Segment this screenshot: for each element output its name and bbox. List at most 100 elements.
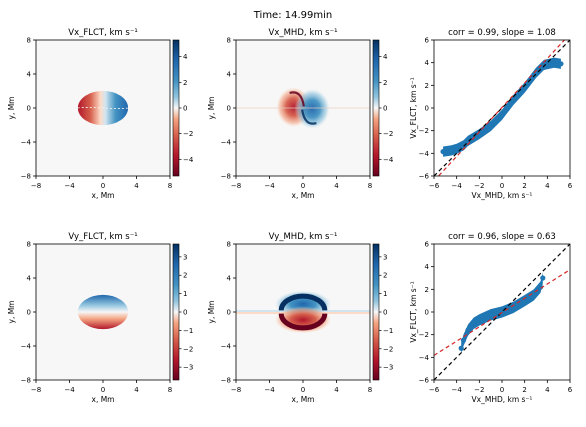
- x-tick-label: 8: [368, 182, 372, 190]
- x-tick-label: −4: [264, 386, 275, 394]
- colorbar: [172, 243, 180, 381]
- x-tick-label: −2: [474, 182, 484, 190]
- colorbar-tick-label: 3: [183, 253, 187, 261]
- colorbar-tick-label: 0: [183, 105, 187, 113]
- colorbar: [372, 39, 380, 177]
- scatter-point: [476, 317, 482, 323]
- colorbar-tick-label: 4: [183, 53, 188, 61]
- y-tick-label: −8: [21, 377, 31, 385]
- x-axis-label: Vx_MHD, km s⁻¹: [472, 395, 533, 404]
- x-tick-label: 6: [568, 182, 573, 190]
- colorbar: [372, 243, 380, 381]
- vx-mhd-blue-lobe: [294, 88, 330, 129]
- x-tick-label: −4: [64, 182, 75, 190]
- x-axis-label: x, Mm: [92, 395, 115, 404]
- x-axis-label: x, Mm: [92, 191, 115, 200]
- panel-vy-flct: −8 −4 0 4 8 −8 −4 0 4 8 Vy_FLCT, km s⁻¹ x, Mm y, Mm 3…: [7, 232, 193, 404]
- scatter-point: [471, 320, 477, 326]
- x-tick-label: 8: [368, 386, 372, 394]
- x-tick-label: 2: [522, 182, 526, 190]
- vx-flct-seam: [77, 107, 129, 109]
- scatter-point: [448, 147, 454, 154]
- chart-title: corr = 0.96, slope = 0.63: [448, 232, 556, 242]
- scatter-point: [558, 61, 564, 67]
- colorbar-tick-label: 2: [183, 79, 187, 87]
- y-tick-label: 0: [227, 309, 231, 317]
- panel-vx-mhd: −8 −4 0 4 8 −8 −4 0 4 8 Vx_MHD, km s⁻¹ x, Mm y, Mm 4 2…: [207, 28, 394, 200]
- x-axis-label: Vx_MHD, km s⁻¹: [472, 191, 533, 200]
- colorbar-tick-label: 2: [183, 272, 187, 280]
- colorbar-tick-label: 3: [383, 253, 387, 261]
- x-tick-label: 4: [134, 182, 139, 190]
- y-tick-label: 4: [425, 59, 430, 67]
- y-axis-label: y, Mm: [207, 97, 216, 120]
- colorbar-tick-label: 2: [383, 272, 387, 280]
- chart-title: Vx_FLCT, km s⁻¹: [68, 28, 137, 38]
- x-tick-label: 4: [334, 386, 339, 394]
- colorbar-tick-label: 2: [383, 79, 387, 87]
- colorbar-tick-label: −4: [383, 156, 394, 164]
- scatter-point: [551, 60, 557, 66]
- y-tick-label: −6: [419, 377, 430, 385]
- plot-content: [77, 90, 129, 126]
- scatter-point: [510, 97, 516, 103]
- colorbar-tick-label: −2: [183, 345, 193, 353]
- scatter-point: [531, 292, 537, 298]
- colorbar-tick-label: −3: [383, 364, 393, 372]
- y-axis-label: y, Mm: [7, 97, 16, 120]
- scatter-point: [488, 123, 494, 129]
- y-tick-label: 8: [27, 241, 31, 249]
- scatter-point: [499, 112, 505, 118]
- scatter-point: [458, 345, 464, 351]
- x-tick-label: −4: [452, 386, 463, 394]
- y-tick-label: 8: [27, 37, 31, 45]
- vy-mhd-red-arc: [278, 313, 328, 331]
- plot-content: [434, 40, 570, 176]
- x-tick-label: 0: [101, 182, 105, 190]
- fit-line: [437, 40, 566, 176]
- x-tick-label: 8: [168, 386, 172, 394]
- y-tick-label: −2: [419, 331, 429, 339]
- x-tick-label: 0: [500, 386, 504, 394]
- colorbar-tick-label: −1: [383, 327, 393, 335]
- x-tick-label: 0: [500, 182, 504, 190]
- x-tick-label: −4: [264, 182, 275, 190]
- y-tick-label: 0: [27, 309, 31, 317]
- x-tick-label: −4: [64, 386, 75, 394]
- colorbar-tick-label: −2: [383, 130, 393, 138]
- x-tick-label: −6: [429, 386, 440, 394]
- plot-content: [236, 290, 370, 334]
- y-tick-label: 2: [425, 286, 429, 294]
- scatter-point: [465, 327, 471, 333]
- y-tick-label: 0: [425, 105, 429, 113]
- scatter-point: [537, 284, 544, 290]
- y-tick-label: 0: [227, 105, 231, 113]
- scatter-point: [488, 312, 494, 318]
- y-axis-label: y, Mm: [207, 301, 216, 324]
- vx-mhd-red-core: [289, 91, 305, 107]
- colorbar-tick-label: 0: [183, 309, 187, 317]
- y-axis-label: Vx_FLCT, km s⁻¹: [409, 77, 418, 138]
- scatter-point: [454, 146, 460, 152]
- y-tick-label: 8: [227, 37, 231, 45]
- vy-flct-disk: [77, 294, 129, 330]
- x-tick-label: −4: [452, 182, 463, 190]
- y-tick-label: 4: [227, 71, 232, 79]
- x-tick-label: 6: [568, 386, 573, 394]
- x-tick-label: 0: [301, 386, 305, 394]
- y-tick-label: −4: [221, 343, 232, 351]
- plot-content: [77, 294, 129, 330]
- y-tick-label: −4: [21, 139, 32, 147]
- y-tick-label: 4: [27, 275, 32, 283]
- figure-suptitle: Time: 14.99min: [253, 10, 333, 21]
- chart-title: Vy_MHD, km s⁻¹: [269, 232, 338, 242]
- vx-mhd-blue-core: [301, 109, 317, 125]
- y-tick-label: 6: [425, 241, 430, 249]
- y-tick-label: −6: [419, 173, 430, 181]
- panel-vx-scatter: −6 −4 −2 0 2 4 6 −6 −4 −2 0 2 4 6 corr = 0.99, slope =…: [409, 28, 573, 200]
- x-tick-label: 0: [101, 386, 105, 394]
- chart-title: Vx_MHD, km s⁻¹: [269, 28, 338, 38]
- colorbar: [172, 39, 180, 177]
- plot-content: [236, 87, 370, 129]
